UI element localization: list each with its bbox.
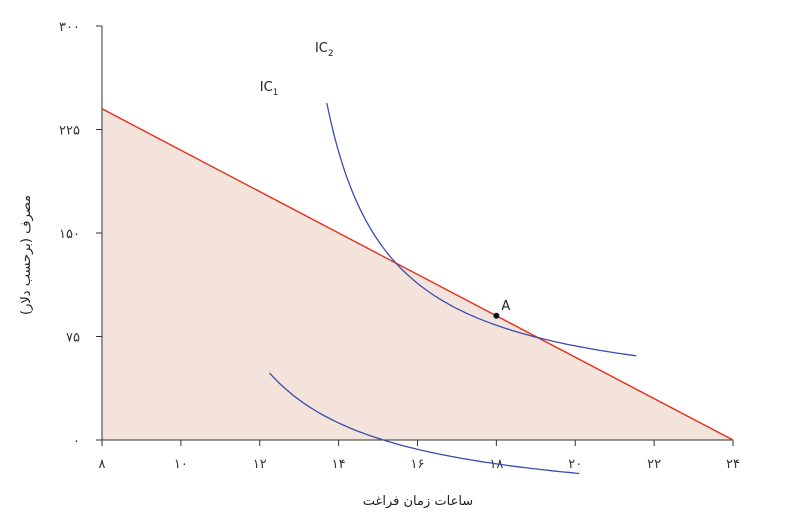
point-a xyxy=(493,312,500,319)
x-tick-label: ۱۴ xyxy=(332,457,346,472)
budget-line xyxy=(101,108,734,441)
indifference-curve-label-2: IC2 xyxy=(315,41,334,59)
x-tick-label: ۱۶ xyxy=(411,457,425,472)
indifference-curve-2 xyxy=(326,102,637,357)
x-tick-label: ۲۴ xyxy=(726,457,740,472)
x-tick-label: ۱۲ xyxy=(253,457,267,472)
y-tick-label: ۱۵۰ xyxy=(59,227,80,242)
x-tick-label: ۸ xyxy=(99,457,106,472)
y-tick-label: ۲۲۵ xyxy=(59,124,80,139)
y-tick-label: ۰ xyxy=(73,434,80,449)
indifference-curve-1 xyxy=(269,372,580,475)
indifference-curve-label-1: IC1 xyxy=(260,80,279,98)
y-tick-label: ۷۵ xyxy=(66,331,80,346)
point-label-a: A xyxy=(501,299,510,314)
x-tick-label: ۲۰ xyxy=(568,457,582,472)
x-tick-label: ۲۲ xyxy=(647,457,661,472)
x-axis-title: ساعات زمان فراغت xyxy=(363,494,473,509)
y-tick-label: ۳۰۰ xyxy=(59,20,80,35)
y-axis-title: مصرف (برحسب دلار) xyxy=(19,195,34,315)
x-tick-label: ۱۰ xyxy=(174,457,188,472)
